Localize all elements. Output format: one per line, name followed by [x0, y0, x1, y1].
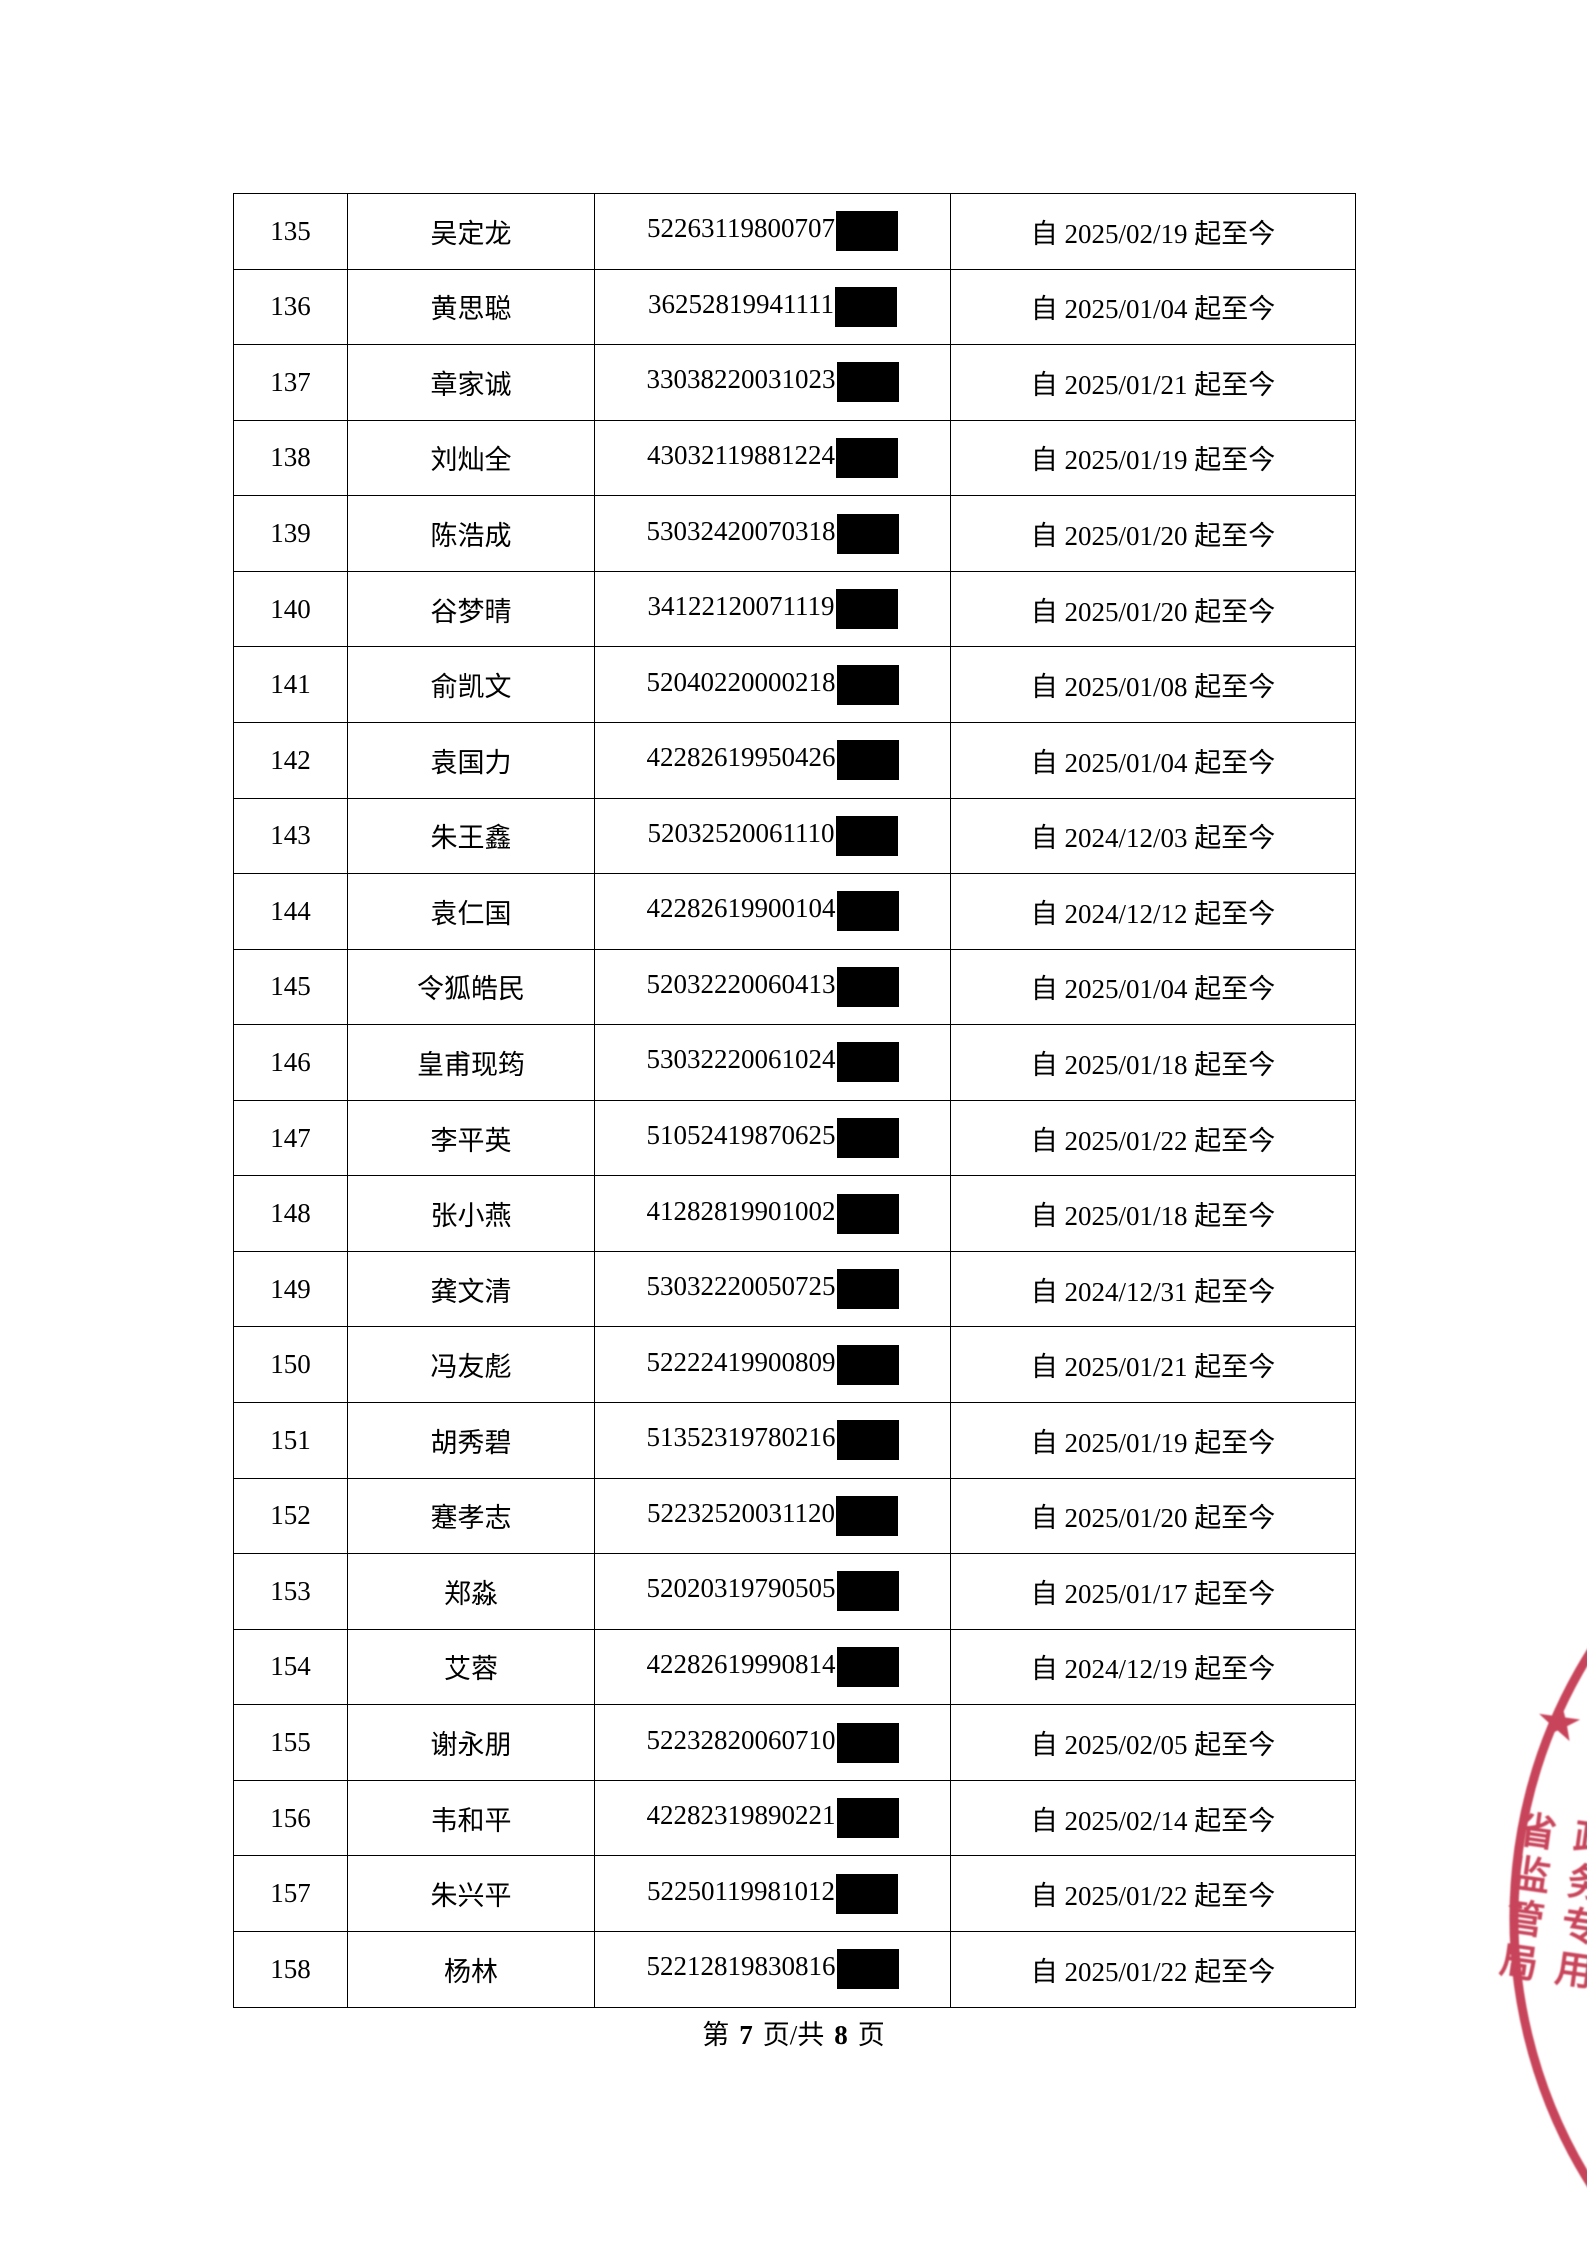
svg-text:专: 专	[1559, 1904, 1587, 1951]
svg-text:政: 政	[1571, 1817, 1587, 1864]
svg-text:局: 局	[1497, 1940, 1540, 1987]
svg-text:用: 用	[1553, 1948, 1587, 1995]
svg-text:管: 管	[1503, 1897, 1546, 1944]
svg-text:省: 省	[1515, 1809, 1558, 1856]
svg-text:监: 监	[1509, 1853, 1552, 1900]
svg-text:务: 务	[1565, 1861, 1587, 1908]
